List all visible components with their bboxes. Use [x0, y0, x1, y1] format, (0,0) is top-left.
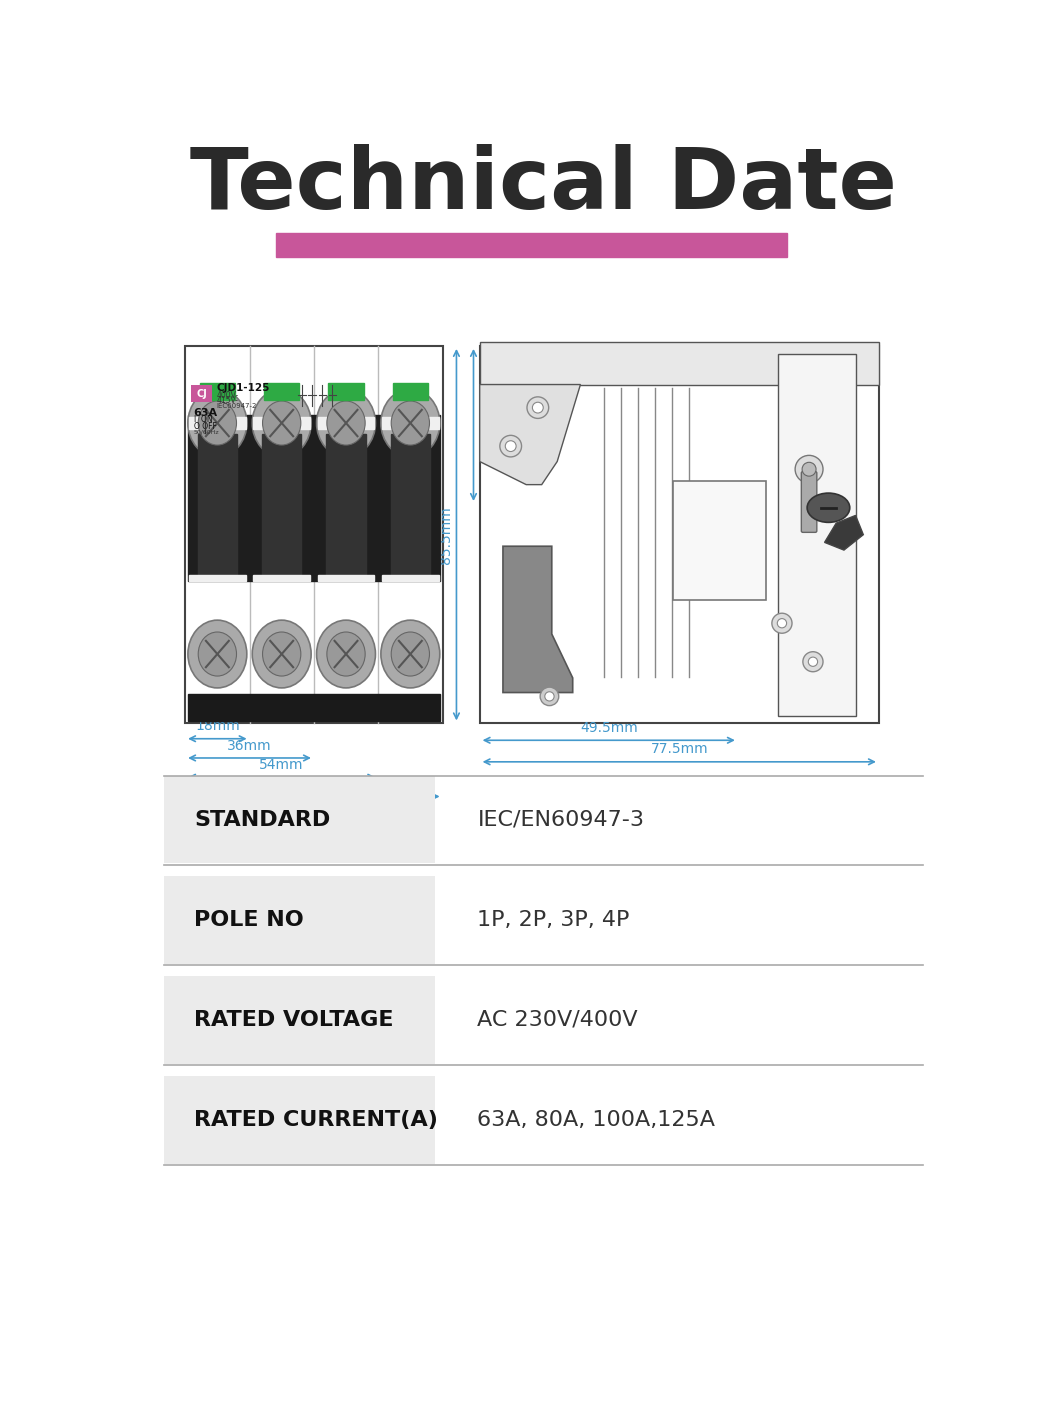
Ellipse shape: [263, 401, 301, 445]
Circle shape: [809, 656, 817, 666]
Text: RATED VOLTAGE: RATED VOLTAGE: [194, 1010, 394, 1030]
Bar: [186, 345, 442, 723]
Ellipse shape: [188, 390, 247, 457]
Ellipse shape: [188, 621, 247, 688]
Text: POLE NO: POLE NO: [194, 909, 304, 929]
Bar: [480, 342, 879, 384]
Bar: [188, 694, 440, 721]
Text: CJ: CJ: [196, 388, 207, 398]
Text: I  ON: I ON: [194, 415, 212, 424]
Ellipse shape: [391, 632, 429, 676]
Text: 63A, 80A, 100A,125A: 63A, 80A, 100A,125A: [477, 1110, 716, 1130]
Text: 85.5mm: 85.5mm: [439, 505, 453, 564]
Text: RATED CURRENT(A): RATED CURRENT(A): [194, 1110, 439, 1130]
Text: 415V-: 415V-: [216, 397, 238, 405]
Bar: [163, 776, 435, 863]
Text: 36mm: 36mm: [227, 739, 271, 752]
Bar: [197, 434, 237, 575]
Circle shape: [500, 435, 522, 457]
Ellipse shape: [198, 401, 236, 445]
Circle shape: [545, 692, 554, 701]
Circle shape: [772, 614, 792, 634]
Circle shape: [506, 441, 516, 451]
Ellipse shape: [326, 401, 365, 445]
Ellipse shape: [252, 621, 312, 688]
Text: 1P, 2P, 3P, 4P: 1P, 2P, 3P, 4P: [477, 909, 630, 929]
Text: 49.5mm: 49.5mm: [580, 721, 638, 735]
Bar: [480, 345, 879, 723]
Text: CJD1-125: CJD1-125: [216, 384, 269, 394]
Text: 72mm: 72mm: [292, 778, 336, 791]
Bar: [253, 575, 310, 581]
Bar: [318, 575, 374, 581]
Bar: [778, 354, 855, 715]
Bar: [262, 434, 301, 575]
Bar: [192, 385, 212, 402]
Bar: [318, 417, 374, 430]
Bar: [276, 233, 788, 257]
Bar: [163, 1076, 435, 1164]
Bar: [390, 434, 430, 575]
Text: Technical Date: Technical Date: [190, 144, 897, 227]
Circle shape: [527, 397, 549, 418]
Text: 77.5mm: 77.5mm: [651, 742, 708, 756]
Text: 36mm: 36mm: [478, 402, 492, 447]
Bar: [163, 976, 435, 1063]
Circle shape: [802, 652, 823, 672]
Text: O OFF: O OFF: [194, 421, 216, 431]
Polygon shape: [502, 547, 572, 692]
Bar: [189, 417, 246, 430]
Circle shape: [532, 402, 543, 412]
Ellipse shape: [317, 390, 375, 457]
Ellipse shape: [381, 621, 440, 688]
Text: AC 230V/400V: AC 230V/400V: [477, 1010, 638, 1030]
Ellipse shape: [198, 632, 236, 676]
Bar: [392, 382, 428, 400]
Polygon shape: [825, 515, 863, 549]
Bar: [329, 382, 364, 400]
Text: 18mm: 18mm: [195, 719, 240, 733]
Text: IEC/EN60947-3: IEC/EN60947-3: [477, 809, 644, 829]
Bar: [163, 876, 435, 963]
Ellipse shape: [807, 494, 850, 522]
Bar: [382, 417, 439, 430]
Text: STANDARD: STANDARD: [194, 809, 331, 829]
Ellipse shape: [317, 621, 375, 688]
Bar: [264, 382, 299, 400]
Bar: [326, 434, 366, 575]
Bar: [382, 575, 439, 581]
Circle shape: [795, 455, 823, 484]
Bar: [673, 481, 766, 601]
Text: 400V-: 400V-: [216, 391, 238, 400]
Bar: [189, 575, 246, 581]
Ellipse shape: [381, 390, 440, 457]
Ellipse shape: [252, 390, 312, 457]
Text: 63A: 63A: [194, 408, 218, 418]
Text: 54mm: 54mm: [260, 758, 304, 772]
Circle shape: [541, 688, 559, 705]
Ellipse shape: [263, 632, 301, 676]
Ellipse shape: [391, 401, 429, 445]
Bar: [199, 382, 235, 400]
Text: 50/60Hz: 50/60Hz: [194, 430, 219, 435]
Circle shape: [777, 619, 787, 628]
Text: IEC60947-2: IEC60947-2: [216, 402, 257, 410]
Bar: [188, 415, 440, 581]
Ellipse shape: [326, 632, 365, 676]
Bar: [253, 417, 310, 430]
Circle shape: [802, 462, 816, 477]
FancyBboxPatch shape: [801, 471, 817, 532]
Polygon shape: [480, 384, 581, 485]
